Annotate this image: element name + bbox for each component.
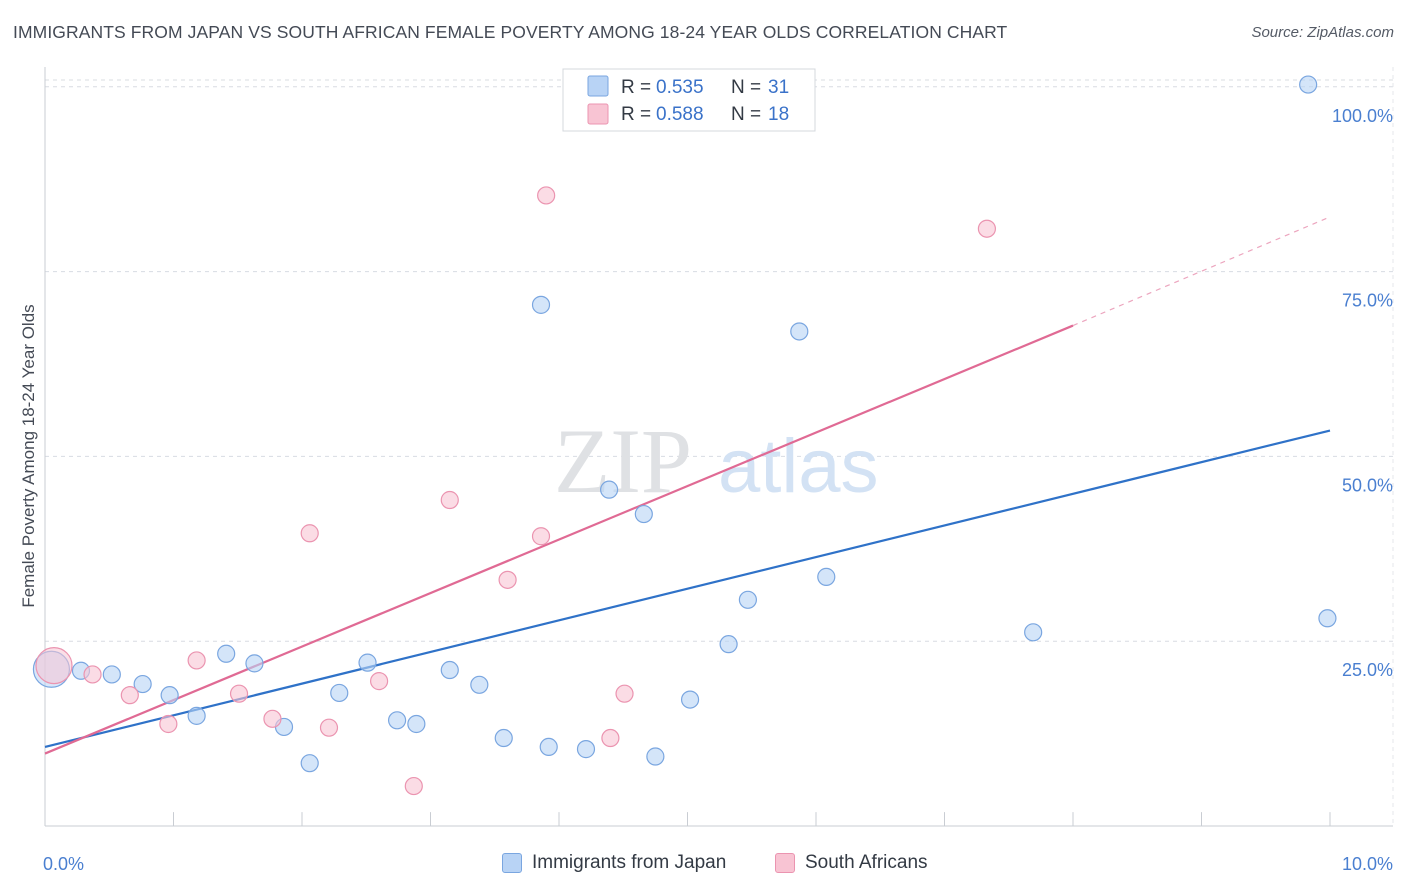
bottom-legend-label-sa: South Africans bbox=[805, 852, 928, 873]
legend-n-value-japan: 31 bbox=[768, 77, 789, 98]
point-sa bbox=[370, 672, 389, 691]
point-japan bbox=[470, 675, 489, 694]
point-japan bbox=[600, 480, 619, 499]
point-japan bbox=[440, 660, 459, 680]
point-sa bbox=[159, 714, 178, 734]
y-tick-label: 100.0% bbox=[1332, 106, 1393, 126]
point-japan bbox=[330, 683, 349, 703]
point-sa bbox=[537, 186, 556, 205]
point-japan bbox=[576, 740, 596, 759]
point-japan bbox=[387, 711, 407, 730]
point-japan bbox=[494, 728, 513, 748]
legend-n-label-sa: N = bbox=[731, 104, 761, 125]
legend-swatch-sa bbox=[587, 103, 609, 125]
point-sa bbox=[229, 684, 249, 703]
point-japan bbox=[102, 665, 121, 684]
point-sa bbox=[319, 718, 339, 737]
y-tick-label: 50.0% bbox=[1342, 475, 1393, 495]
trend-line-sa bbox=[44, 324, 1074, 755]
point-sa bbox=[601, 728, 620, 748]
point-japan bbox=[680, 690, 700, 709]
watermark: ZIP atlas bbox=[554, 410, 879, 512]
chart-source: Source: ZipAtlas.com bbox=[1251, 24, 1394, 41]
point-japan bbox=[531, 295, 551, 314]
point-sa bbox=[83, 665, 102, 684]
legend-box: R = 0.535 N = 31 R = 0.588 N = 18 bbox=[562, 68, 816, 132]
watermark-atlas: atlas bbox=[718, 424, 879, 509]
y-tick-label: 75.0% bbox=[1342, 291, 1393, 311]
point-sa bbox=[531, 527, 551, 546]
watermark-zip: ZIP bbox=[554, 410, 692, 512]
point-sa bbox=[440, 490, 459, 510]
point-japan bbox=[217, 644, 236, 663]
point-sa bbox=[300, 524, 319, 543]
point-sa bbox=[263, 709, 282, 728]
trend-line-sa-extension bbox=[1072, 216, 1331, 327]
point-japan bbox=[817, 567, 836, 586]
point-japan bbox=[539, 737, 558, 757]
bottom-legend-japan: Immigrants from Japan bbox=[502, 852, 726, 874]
bottom-legend-swatch-japan bbox=[502, 853, 522, 873]
point-japan bbox=[719, 635, 738, 654]
bottom-legend-sa: South Africans bbox=[775, 852, 928, 874]
data-points bbox=[32, 75, 1337, 796]
legend-r-label-japan: R = bbox=[621, 77, 651, 98]
legend-r-label-sa: R = bbox=[621, 104, 651, 125]
point-japan bbox=[245, 654, 264, 673]
point-japan bbox=[738, 590, 757, 609]
point-japan bbox=[1318, 609, 1337, 628]
x-tick-label: 0.0% bbox=[43, 854, 84, 874]
point-japan bbox=[1024, 623, 1043, 642]
x-tick-label: 10.0% bbox=[1342, 854, 1393, 874]
grid-lines bbox=[45, 67, 1394, 826]
legend-swatch-japan bbox=[587, 75, 609, 97]
point-japan bbox=[358, 653, 377, 672]
legend-n-value-sa: 18 bbox=[768, 104, 789, 125]
point-japan bbox=[187, 706, 206, 725]
point-japan bbox=[133, 674, 152, 694]
bottom-legend-swatch-sa bbox=[775, 853, 795, 873]
tick-labels: 25.0% 50.0% 75.0% 100.0% 0.0% 10.0% bbox=[43, 106, 1393, 874]
point-japan bbox=[407, 714, 426, 734]
y-tick-label: 25.0% bbox=[1342, 660, 1393, 680]
point-japan bbox=[790, 322, 809, 341]
axes bbox=[44, 67, 1393, 827]
point-japan bbox=[646, 747, 665, 766]
bottom-legend-label-japan: Immigrants from Japan bbox=[532, 852, 727, 873]
point-japan bbox=[634, 504, 653, 524]
point-sa bbox=[35, 646, 73, 685]
point-sa bbox=[977, 219, 997, 238]
chart-title: IMMIGRANTS FROM JAPAN VS SOUTH AFRICAN F… bbox=[13, 22, 1008, 42]
legend-r-value-japan: 0.535 bbox=[656, 77, 704, 98]
point-japan bbox=[1299, 75, 1318, 94]
point-sa bbox=[498, 570, 517, 589]
point-sa bbox=[187, 651, 206, 670]
point-sa bbox=[404, 776, 423, 796]
trend-line-japan bbox=[44, 429, 1331, 748]
legend-r-value-sa: 0.588 bbox=[656, 104, 704, 125]
point-sa bbox=[615, 684, 634, 703]
trend-lines bbox=[44, 216, 1331, 755]
point-japan bbox=[300, 754, 319, 773]
legend-n-label-japan: N = bbox=[731, 77, 761, 98]
point-sa bbox=[120, 686, 139, 705]
point-japan bbox=[160, 686, 179, 705]
